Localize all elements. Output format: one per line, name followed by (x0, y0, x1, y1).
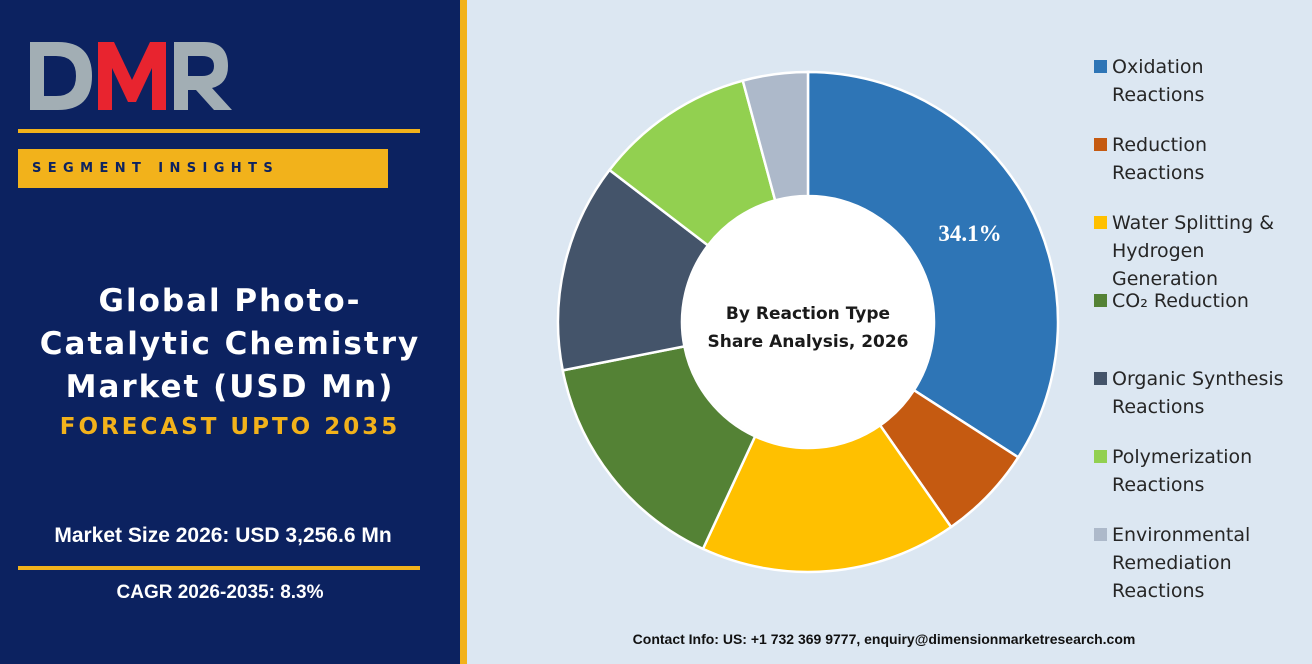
report-title: Global Photo- Catalytic Chemistry Market… (0, 280, 460, 409)
contact-info: Contact Info: US: +1 732 369 9777, enqui… (632, 631, 1136, 647)
donut-slice-2 (701, 423, 953, 574)
legend-swatch (1094, 60, 1107, 73)
logo-letter-r (174, 42, 232, 110)
legend-swatch (1094, 294, 1107, 307)
legend-label: Environmental Remediation Reactions (1112, 524, 1251, 602)
donut-slice-4 (556, 168, 710, 372)
market-size-text: Market Size 2026: USD 3,256.6 Mn (54, 524, 392, 547)
legend-label: Oxidation Reactions (1112, 56, 1205, 106)
legend-label: CO₂ Reduction (1112, 290, 1249, 312)
donut-slice-6 (741, 70, 810, 202)
report-title-line: Market (USD Mn) (65, 369, 395, 405)
gold-divider (460, 0, 467, 664)
legend-swatch (1094, 216, 1107, 229)
dmr-logo (30, 42, 232, 110)
donut-slice-0 (806, 70, 1060, 460)
legend-label: Reduction Reactions (1112, 134, 1207, 184)
donut-hole (683, 197, 933, 447)
legend-swatch (1094, 528, 1107, 541)
segment-insights-banner: SEGMENT INSIGHTS (18, 149, 388, 188)
top-gold-rule (18, 129, 420, 133)
legend-swatch (1094, 138, 1107, 151)
chart-center-label-line: Share Analysis, 2026 (707, 332, 908, 352)
chart-center-label-line: By Reaction Type (726, 304, 890, 324)
legend-label: Organic Synthesis Reactions (1112, 368, 1284, 418)
donut-slice-3 (561, 344, 757, 551)
chart-legend: Oxidation Reactions Reduction Reactions … (1094, 0, 1304, 620)
legend-label: Water Splitting & Hydrogen Generation (1112, 212, 1275, 290)
left-info-panel: SEGMENT INSIGHTS Global Photo- Catalytic… (0, 0, 460, 664)
legend-swatch (1094, 372, 1107, 385)
middle-gold-rule (18, 566, 420, 570)
segment-insights-label: SEGMENT INSIGHTS (32, 161, 280, 176)
oxidation-data-label: 34.1% (938, 221, 1001, 246)
legend-swatch (1094, 450, 1107, 463)
report-title-line: Catalytic Chemistry (39, 326, 421, 362)
legend-label: Polymerization Reactions (1112, 446, 1253, 496)
forecast-subtitle: FORECAST UPTO 2035 (59, 414, 401, 440)
logo-letter-d (30, 42, 92, 110)
cagr-text: CAGR 2026-2035: 8.3% (116, 582, 324, 603)
logo-letter-m (98, 42, 166, 110)
report-title-line: Global Photo- (98, 283, 362, 319)
